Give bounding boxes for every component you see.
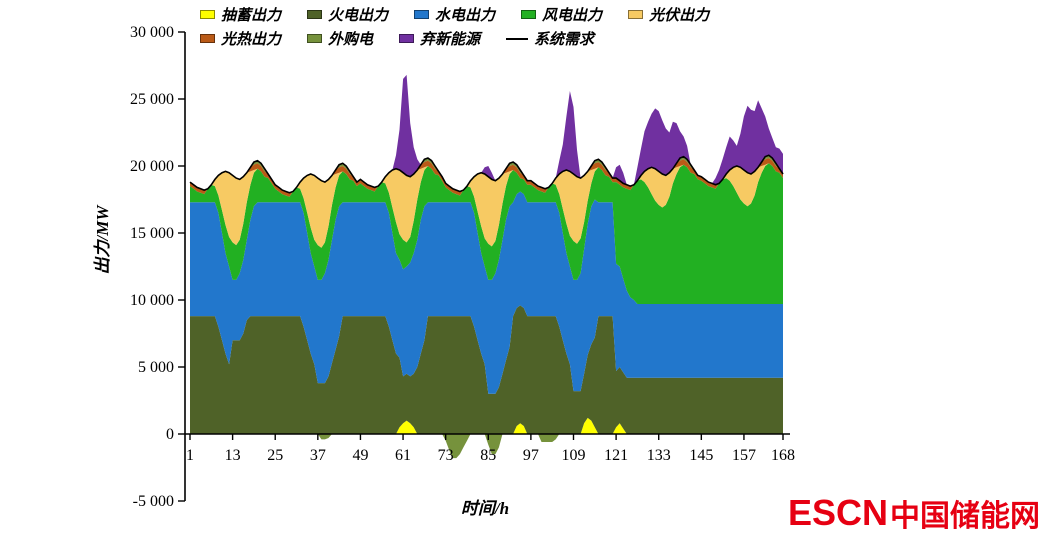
y-tick-label: 5 000 [138, 359, 174, 376]
legend-item-光热出力: 光热出力 [200, 28, 281, 49]
legend-color-swatch [200, 10, 215, 19]
x-tick-label: 1 [186, 447, 194, 464]
area-风电出力 [190, 163, 783, 304]
axes-group: -5 000 0 5 000 10 000 15 000 20 000 25 000 30 0… [130, 24, 795, 510]
y-axis-title: 出力/MW [93, 205, 112, 275]
escn-logo: ESCN中国储能网 [788, 491, 1040, 535]
area-negative-外购电 [190, 434, 783, 459]
x-tick-label: 61 [395, 447, 411, 464]
x-tick-label: 25 [267, 447, 283, 464]
x-tick-label: 85 [480, 447, 496, 464]
x-tick-label: 37 [310, 447, 326, 464]
y-tick-label: 0 [166, 426, 174, 443]
x-axis-title: 时间/h [460, 499, 510, 518]
legend-label: 光热出力 [221, 32, 282, 48]
legend-color-swatch [307, 34, 323, 43]
legend-item-风电出力: 风电出力 [521, 4, 602, 25]
y-tick-label: 30 000 [130, 24, 174, 41]
y-tick-label: 25 000 [130, 91, 174, 108]
legend-item-火电出力: 火电出力 [307, 4, 388, 25]
x-tick-label: 157 [732, 447, 756, 464]
legend-item-系统需求: 系统需求 [506, 28, 594, 49]
legend-label: 弃新能源 [420, 32, 481, 48]
x-tick-label: 168 [771, 447, 795, 464]
legend-color-swatch [307, 10, 323, 19]
legend-item-外购电: 外购电 [307, 28, 373, 49]
y-tick-label: 10 000 [130, 292, 174, 309]
area-series-group [190, 74, 783, 459]
legend-label: 系统需求 [534, 32, 595, 48]
area-火电出力 [190, 305, 783, 434]
legend-row: 抽蓄出力 火电出力 水电出力 风电出力 光伏出力 [200, 4, 709, 25]
demand-line-group [189, 154, 784, 194]
y-tick-label: 20 000 [130, 158, 174, 175]
line-系统需求 [189, 154, 784, 194]
x-tick-label: 145 [689, 447, 713, 464]
legend-item-水电出力: 水电出力 [414, 4, 495, 25]
x-tick-label: 13 [225, 447, 241, 464]
legend-color-swatch [628, 10, 644, 19]
x-tick-label: 109 [561, 447, 585, 464]
legend-item-光伏出力: 光伏出力 [628, 4, 709, 25]
legend-label: 水电出力 [435, 8, 496, 24]
y-tick-label: 15 000 [130, 225, 174, 242]
x-tick-label: 73 [438, 447, 454, 464]
legend-label: 光伏出力 [649, 8, 710, 24]
legend-color-swatch [521, 10, 537, 19]
legend-color-swatch [399, 34, 415, 43]
area-水电出力 [190, 191, 783, 394]
x-tick-label: 49 [352, 447, 368, 464]
legend-color-swatch [414, 10, 430, 19]
legend-color-swatch [200, 34, 215, 43]
legend-line-swatch [506, 37, 529, 40]
legend-label: 风电出力 [542, 8, 603, 24]
x-tick-label: 97 [523, 447, 539, 464]
legend-label: 外购电 [328, 32, 374, 48]
area-弃新能源 [190, 74, 783, 193]
legend-label: 火电出力 [328, 8, 389, 24]
legend-row: 光热出力 外购电 弃新能源 系统需求 [200, 28, 709, 49]
logo-text-zh: 中国储能网 [890, 500, 1040, 533]
y-tick-label: -5 000 [133, 493, 174, 510]
logo-text-en: ESCN [787, 492, 888, 533]
legend-item-抽蓄出力: 抽蓄出力 [200, 4, 281, 25]
x-tick-label: 133 [647, 447, 671, 464]
area-光伏出力 [190, 163, 783, 248]
chart-legend: 抽蓄出力 火电出力 水电出力 风电出力 光伏出力光热出力 外购电 弃新能源 系统需求 [200, 4, 709, 49]
legend-item-弃新能源: 弃新能源 [399, 28, 480, 49]
legend-label: 抽蓄出力 [221, 8, 282, 24]
x-tick-label: 121 [604, 447, 628, 464]
